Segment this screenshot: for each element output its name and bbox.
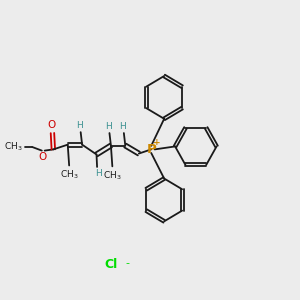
Text: Cl: Cl [105, 258, 118, 271]
Text: P: P [147, 143, 157, 156]
Text: -: - [125, 258, 129, 268]
Text: CH$_3$: CH$_3$ [60, 168, 79, 181]
Text: O: O [38, 152, 46, 162]
Text: H: H [119, 122, 126, 131]
Text: CH$_3$: CH$_3$ [103, 169, 122, 182]
Text: CH$_3$: CH$_3$ [4, 141, 22, 153]
Text: H: H [105, 122, 111, 131]
Text: O: O [47, 120, 55, 130]
Text: +: + [153, 138, 160, 147]
Text: H: H [95, 169, 102, 178]
Text: H: H [76, 121, 83, 130]
